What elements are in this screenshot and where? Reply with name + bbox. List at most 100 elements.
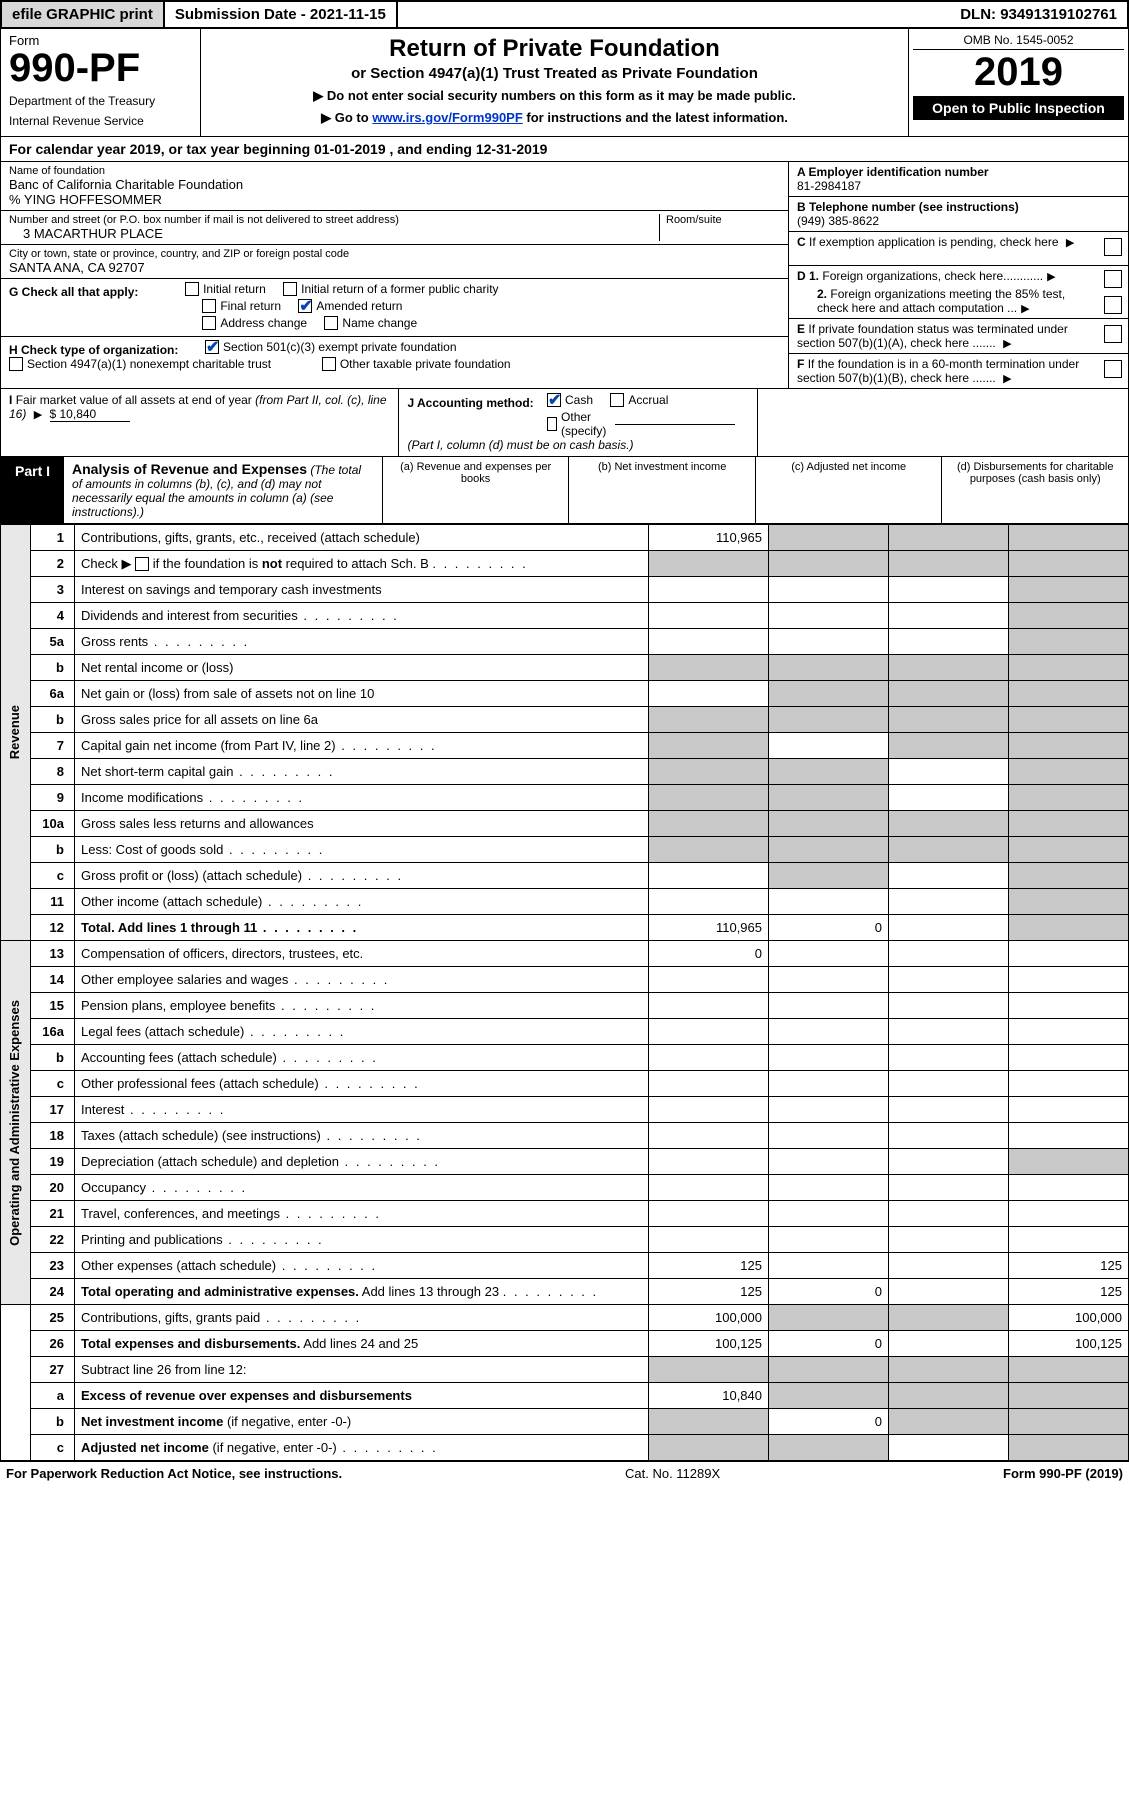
- table-row: 9Income modifications: [1, 785, 1129, 811]
- accounting-method-label: J Accounting method:: [407, 396, 533, 410]
- form-number: 990-PF: [9, 48, 192, 88]
- page-footer: For Paperwork Reduction Act Notice, see …: [0, 1461, 1129, 1485]
- checkbox-other-method[interactable]: [547, 417, 557, 431]
- table-row: 16aLegal fees (attach schedule): [1, 1019, 1129, 1045]
- table-row: 5aGross rents: [1, 629, 1129, 655]
- table-row: bLess: Cost of goods sold: [1, 837, 1129, 863]
- checkbox-sch-b[interactable]: [135, 557, 149, 571]
- checkbox-accrual[interactable]: [610, 393, 624, 407]
- expenses-side-label: Operating and Administrative Expenses: [1, 941, 31, 1305]
- table-row: cGross profit or (loss) (attach schedule…: [1, 863, 1129, 889]
- section-h: H Check type of organization: Section 50…: [1, 337, 788, 377]
- checkbox-e[interactable]: [1104, 325, 1122, 343]
- table-row: 14Other employee salaries and wages: [1, 967, 1129, 993]
- form-subtitle: or Section 4947(a)(1) Trust Treated as P…: [211, 65, 898, 82]
- foundation-name-label: Name of foundation: [9, 165, 780, 177]
- top-bar: efile GRAPHIC print Submission Date - 20…: [0, 0, 1129, 29]
- checkbox-d1[interactable]: [1104, 270, 1122, 288]
- form-ref: Form 990-PF (2019): [1003, 1466, 1123, 1481]
- table-row: 26Total expenses and disbursements. Add …: [1, 1331, 1129, 1357]
- table-row: 23Other expenses (attach schedule) 12512…: [1, 1253, 1129, 1279]
- room-suite-label: Room/suite: [666, 214, 780, 226]
- care-of: % YING HOFFESOMMER: [9, 192, 780, 207]
- foundation-name: Banc of California Charitable Foundation: [9, 177, 780, 192]
- dln: DLN: 93491319102761: [950, 2, 1127, 27]
- col-a-header: (a) Revenue and expenses per books: [383, 457, 570, 523]
- section-g: G Check all that apply: Initial return I…: [1, 279, 788, 337]
- checkbox-address-change[interactable]: [202, 316, 216, 330]
- part1-tag: Part I: [1, 457, 64, 523]
- table-row: 2Check ▶ if the foundation is not requir…: [1, 551, 1129, 577]
- checkbox-initial-return[interactable]: [185, 282, 199, 296]
- checkbox-4947[interactable]: [9, 357, 23, 371]
- checkbox-cash[interactable]: [547, 393, 561, 407]
- section-c-label: If exemption application is pending, che…: [809, 235, 1059, 249]
- checkbox-amended-return[interactable]: [298, 299, 312, 313]
- section-f-label: If the foundation is in a 60-month termi…: [797, 357, 1079, 385]
- ein-label: A Employer identification number: [797, 165, 1098, 179]
- table-row: 15Pension plans, employee benefits: [1, 993, 1129, 1019]
- table-row: 25Contributions, gifts, grants paid 100,…: [1, 1305, 1129, 1331]
- address-label: Number and street (or P.O. box number if…: [9, 214, 653, 226]
- dept-irs: Internal Revenue Service: [9, 114, 192, 128]
- table-row: bAccounting fees (attach schedule): [1, 1045, 1129, 1071]
- table-row: cAdjusted net income (if negative, enter…: [1, 1435, 1129, 1461]
- form-note-ssn: ▶ Do not enter social security numbers o…: [211, 88, 898, 104]
- table-row: Operating and Administrative Expenses 13…: [1, 941, 1129, 967]
- checkbox-final-return[interactable]: [202, 299, 216, 313]
- table-row: Revenue 1Contributions, gifts, grants, e…: [1, 525, 1129, 551]
- revenue-side-label: Revenue: [1, 525, 31, 941]
- table-row: 11Other income (attach schedule): [1, 889, 1129, 915]
- city-state-zip: SANTA ANA, CA 92707: [9, 260, 780, 275]
- table-row: 7Capital gain net income (from Part IV, …: [1, 733, 1129, 759]
- part1-title: Analysis of Revenue and Expenses: [72, 461, 307, 477]
- tax-year: 2019: [913, 50, 1124, 94]
- col-c-header: (c) Adjusted net income: [756, 457, 943, 523]
- form-note-link: ▶ Go to www.irs.gov/Form990PF for instru…: [211, 110, 898, 126]
- table-row: 18Taxes (attach schedule) (see instructi…: [1, 1123, 1129, 1149]
- table-row: bNet investment income (if negative, ent…: [1, 1409, 1129, 1435]
- form-title: Return of Private Foundation: [211, 35, 898, 63]
- address: 3 MACARTHUR PLACE: [9, 226, 653, 241]
- col-b-header: (b) Net investment income: [569, 457, 756, 523]
- checkbox-501c3[interactable]: [205, 340, 219, 354]
- checkbox-f[interactable]: [1104, 360, 1122, 378]
- table-row: 27Subtract line 26 from line 12:: [1, 1357, 1129, 1383]
- public-inspection: Open to Public Inspection: [913, 96, 1124, 120]
- checkbox-name-change[interactable]: [324, 316, 338, 330]
- table-row: 6aNet gain or (loss) from sale of assets…: [1, 681, 1129, 707]
- table-row: cOther professional fees (attach schedul…: [1, 1071, 1129, 1097]
- checkbox-d2[interactable]: [1104, 296, 1122, 314]
- phone-value: (949) 385-8622: [797, 214, 1098, 228]
- checkbox-other-taxable[interactable]: [322, 357, 336, 371]
- table-row: 4Dividends and interest from securities: [1, 603, 1129, 629]
- form-header: Form 990-PF Department of the Treasury I…: [0, 29, 1129, 137]
- efile-label: efile GRAPHIC print: [2, 2, 165, 27]
- calendar-year-row: For calendar year 2019, or tax year begi…: [0, 137, 1129, 162]
- part1-header: Part I Analysis of Revenue and Expenses …: [0, 457, 1129, 524]
- fmv-value: $ 10,840: [50, 407, 130, 422]
- table-row: 19Depreciation (attach schedule) and dep…: [1, 1149, 1129, 1175]
- checkbox-initial-former[interactable]: [283, 282, 297, 296]
- section-d1-label: Foreign organizations, check here.......…: [822, 269, 1043, 283]
- table-row: aExcess of revenue over expenses and dis…: [1, 1383, 1129, 1409]
- catalog-number: Cat. No. 11289X: [625, 1466, 720, 1481]
- form990pf-link[interactable]: www.irs.gov/Form990PF: [372, 110, 523, 125]
- table-row: 3Interest on savings and temporary cash …: [1, 577, 1129, 603]
- ein-value: 81-2984187: [797, 179, 1098, 193]
- paperwork-notice: For Paperwork Reduction Act Notice, see …: [6, 1466, 342, 1481]
- table-row: 10aGross sales less returns and allowanc…: [1, 811, 1129, 837]
- table-row: 8Net short-term capital gain: [1, 759, 1129, 785]
- entity-info: Name of foundation Banc of California Ch…: [0, 162, 1129, 389]
- section-e-label: If private foundation status was termina…: [797, 322, 1068, 350]
- city-label: City or town, state or province, country…: [9, 248, 780, 260]
- table-row: 17Interest: [1, 1097, 1129, 1123]
- table-row: 22Printing and publications: [1, 1227, 1129, 1253]
- section-ij: I Fair market value of all assets at end…: [0, 389, 1129, 457]
- checkbox-c[interactable]: [1104, 238, 1122, 256]
- cash-basis-note: (Part I, column (d) must be on cash basi…: [407, 438, 633, 452]
- table-row: bGross sales price for all assets on lin…: [1, 707, 1129, 733]
- col-d-header: (d) Disbursements for charitable purpose…: [942, 457, 1128, 523]
- table-row: 24Total operating and administrative exp…: [1, 1279, 1129, 1305]
- table-row: 21Travel, conferences, and meetings: [1, 1201, 1129, 1227]
